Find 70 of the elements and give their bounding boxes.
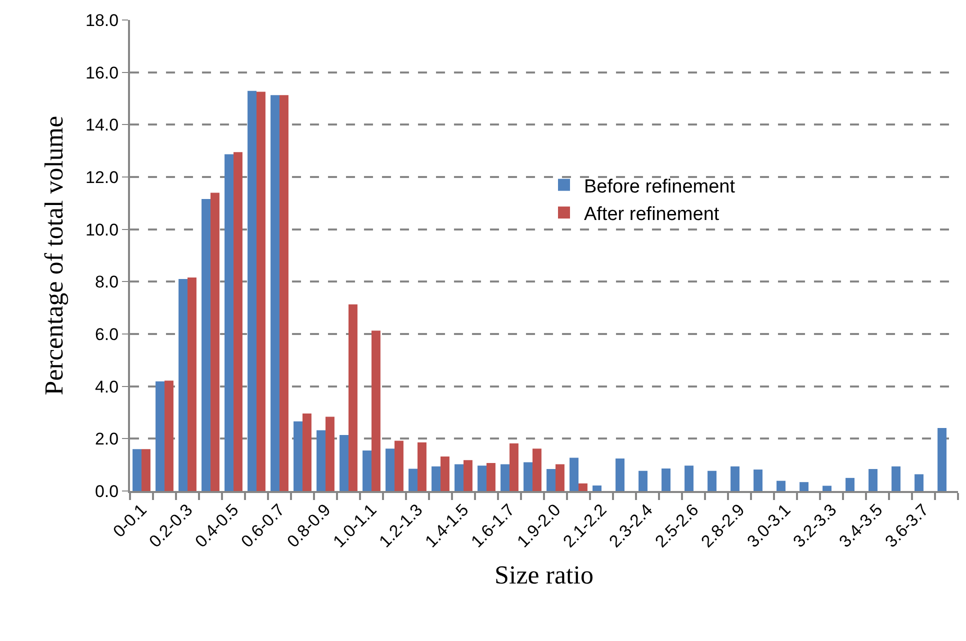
bar — [592, 486, 602, 491]
x-axis-title: Size ratio — [494, 560, 594, 590]
bar — [316, 430, 326, 491]
y-tick-label: 16.0 — [86, 63, 119, 82]
bar — [938, 428, 946, 491]
bar — [132, 449, 142, 491]
y-tick-label: 12.0 — [86, 168, 119, 187]
bar — [142, 449, 150, 491]
bar — [524, 462, 532, 491]
bar — [188, 277, 196, 491]
y-tick-label: 10.0 — [86, 220, 119, 240]
bar — [440, 456, 450, 491]
bar — [270, 95, 280, 491]
bar — [822, 486, 832, 491]
y-tick-label: 0.0 — [94, 482, 119, 501]
bar — [868, 469, 878, 491]
bar — [616, 458, 624, 491]
bar — [178, 279, 188, 491]
bar — [578, 483, 588, 491]
y-axis-title: Percentage of total volume — [39, 116, 68, 396]
bar — [486, 463, 496, 491]
bar — [408, 468, 418, 491]
legend-label: After refinement — [584, 204, 720, 225]
bar — [432, 466, 440, 491]
bar — [418, 442, 426, 491]
y-tick-label: 6.0 — [94, 324, 119, 344]
bar — [164, 380, 174, 491]
legend-label: Before refinement — [584, 176, 736, 198]
bar — [156, 381, 164, 491]
bar — [280, 95, 288, 491]
bar — [532, 448, 542, 491]
bar — [914, 474, 924, 491]
y-tick-label: 14.0 — [86, 116, 119, 135]
bar — [326, 416, 334, 491]
bar — [210, 192, 220, 491]
bar — [362, 450, 372, 491]
bar — [340, 435, 348, 491]
bar — [800, 482, 808, 491]
bar — [348, 304, 358, 491]
y-tick-label: 4.0 — [94, 377, 119, 396]
bar — [500, 464, 510, 491]
bar — [662, 468, 670, 491]
bar — [394, 440, 404, 491]
bar — [372, 330, 380, 491]
bar — [776, 480, 786, 491]
y-tick-label: 8.0 — [94, 272, 119, 292]
bar — [234, 152, 242, 491]
bar — [454, 464, 464, 491]
bar — [302, 414, 312, 491]
bar — [754, 470, 762, 491]
bar — [478, 466, 486, 491]
y-tick-label: 2.0 — [94, 430, 119, 449]
bar — [556, 464, 564, 491]
bar — [730, 466, 740, 491]
bar — [570, 458, 578, 491]
bar — [464, 460, 472, 491]
bar — [248, 90, 256, 491]
bar — [546, 469, 556, 491]
bar — [846, 478, 854, 491]
bar — [510, 443, 518, 491]
bar — [638, 470, 648, 491]
bar — [202, 198, 210, 491]
bar — [256, 92, 266, 491]
bar — [892, 466, 900, 491]
bar — [684, 466, 694, 491]
bar — [386, 448, 394, 491]
bar — [708, 470, 716, 491]
y-tick-label: 18.0 — [86, 10, 119, 30]
bar — [294, 421, 302, 491]
bar — [224, 154, 234, 491]
